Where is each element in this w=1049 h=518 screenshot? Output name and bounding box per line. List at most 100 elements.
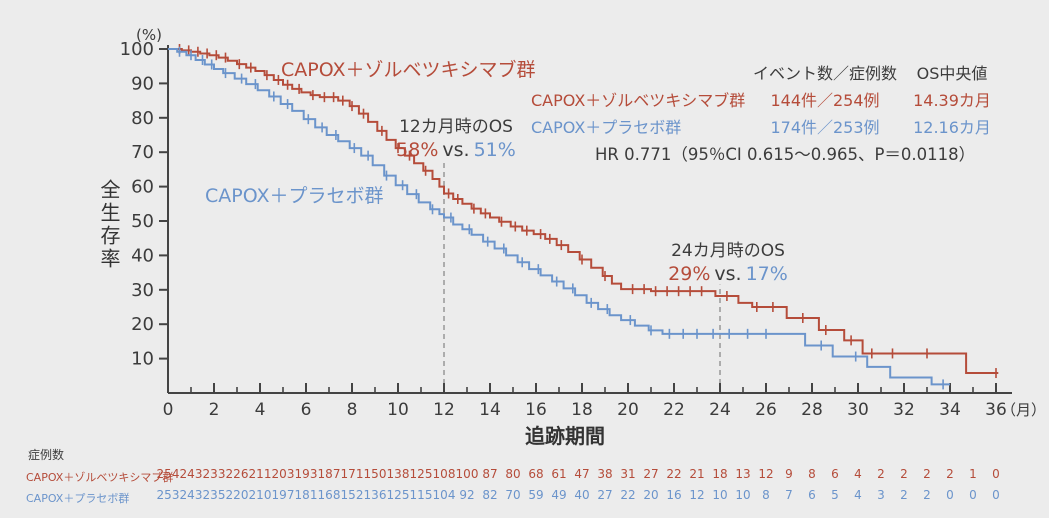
risk-count: 168 [317, 488, 341, 502]
risk-count: 40 [574, 488, 590, 502]
risk-count: 6 [831, 467, 839, 481]
risk-count: 226 [225, 467, 249, 481]
y-tick-label: 60 [131, 177, 154, 198]
hr-stats-line: HR 0.771（95％CI 0.615～0.965、P＝0.0118） [595, 145, 976, 164]
risk-count: 31 [620, 467, 636, 481]
legend-row-zolbetuximab-events: 144件／254例 [770, 91, 880, 110]
risk-count: 80 [505, 467, 521, 481]
x-tick-label: 26 [755, 400, 777, 420]
risk-count: 92 [459, 488, 475, 502]
x-tick-label: 14 [479, 400, 501, 420]
risk-count: 12 [758, 467, 774, 481]
risk-count: 4 [854, 488, 862, 502]
risk-count: 187 [317, 467, 341, 481]
x-tick-label: 16 [525, 400, 547, 420]
risk-count: 2 [877, 467, 885, 481]
y-tick-label: 10 [131, 349, 154, 370]
y-tick-label: 50 [131, 211, 154, 232]
annotation-12month-values: 58% vs. 51% [394, 139, 518, 161]
risk-count: 7 [785, 488, 793, 502]
y-tick-label: 20 [131, 314, 154, 335]
risk-count: 136 [363, 488, 387, 502]
risk-count: 2 [923, 488, 931, 502]
risk-count: 220 [225, 488, 249, 502]
risk-values-placebo: 253 243 235 220 210 197 181 168 152 136 125 115 104 9… [0, 488, 1049, 502]
curve-label-zolbetuximab: CAPOX＋ゾルベツキシマブ群 [281, 59, 536, 81]
risk-count: 0 [992, 488, 1000, 502]
legend-median-header: OS中央値 [916, 64, 988, 83]
os-24mo-zolbetuximab: 29% [668, 263, 711, 285]
y-axis-title: 全生存率 [97, 179, 121, 271]
risk-row-placebo-label: CAPOX＋プラセボ群 [26, 492, 130, 505]
risk-count: 152 [340, 488, 364, 502]
risk-count: 3 [877, 488, 885, 502]
risk-count: 22 [666, 467, 682, 481]
risk-count: 87 [482, 467, 498, 481]
risk-count: 125 [386, 488, 410, 502]
legend-row-placebo-events: 174件／253例 [770, 118, 880, 137]
x-tick-label: 18 [571, 400, 593, 420]
x-tick-label: 34 [939, 400, 961, 420]
risk-count: 5 [831, 488, 839, 502]
x-tick-label: 6 [301, 400, 312, 420]
risk-count: 203 [271, 467, 295, 481]
risk-count: 38 [597, 467, 613, 481]
risk-count: 104 [432, 488, 456, 502]
legend-row-zolbetuximab-label: CAPOX＋ゾルベツキシマブ群 [531, 91, 746, 110]
vs-text: vs. [714, 263, 742, 285]
x-tick-label: 0 [163, 400, 174, 420]
legend-table: イベント数／症例数 OS中央値 CAPOX＋ゾルベツキシマブ群 144件／254… [531, 60, 1003, 138]
y-tick-label: 70 [131, 142, 154, 163]
x-tick-label: 2 [209, 400, 220, 420]
risk-row-zolbetuximab-label: CAPOX＋ゾルベツキシマブ群 [26, 471, 174, 484]
risk-values-zolbetuximab: 254 243 233 226 211 203 193 187 171 150 138 125 108 1… [0, 467, 1049, 481]
risk-count: 233 [202, 467, 226, 481]
risk-count: 20 [643, 488, 659, 502]
km-curve-zolbetuximab [168, 48, 999, 375]
risk-count: 115 [409, 488, 433, 502]
risk-count: 8 [808, 467, 816, 481]
y-tick-label: 30 [131, 280, 154, 301]
risk-count: 21 [689, 467, 705, 481]
risk-count: 59 [528, 488, 544, 502]
legend-events-header: イベント数／症例数 [752, 64, 897, 83]
x-tick-label: 20 [617, 400, 639, 420]
annotation-24month-title: 24カ月時のOS [671, 241, 785, 261]
risk-count: 70 [505, 488, 521, 502]
legend-row-zolbetuximab-median: 14.39カ月 [913, 91, 991, 110]
legend-row-placebo-label: CAPOX＋プラセボ群 [531, 118, 682, 137]
risk-count: 0 [992, 467, 1000, 481]
risk-count: 0 [946, 488, 954, 502]
y-axis-unit: (%) [136, 26, 162, 44]
annotation-12month-title: 12カ月時のOS [399, 117, 513, 137]
y-tick-label: 80 [131, 108, 154, 129]
y-tick-label: 40 [131, 245, 154, 266]
risk-count: 47 [574, 467, 590, 481]
risk-count: 210 [248, 488, 272, 502]
risk-count: 8 [762, 488, 770, 502]
x-tick-label: 28 [801, 400, 823, 420]
risk-count: 82 [482, 488, 498, 502]
risk-count: 10 [735, 488, 751, 502]
risk-count: 61 [551, 467, 567, 481]
x-tick-label: 8 [347, 400, 358, 420]
x-axis-title: 追跡期間 [525, 424, 605, 448]
risk-count: 197 [271, 488, 295, 502]
x-tick-label: 10 [387, 400, 409, 420]
x-tick-label: 22 [663, 400, 685, 420]
x-tick-label: 32 [893, 400, 915, 420]
risk-count: 16 [666, 488, 682, 502]
risk-count: 0 [969, 488, 977, 502]
annotation-12month: 12カ月時のOS 58% vs. 51% [394, 112, 518, 161]
risk-count: 12 [689, 488, 705, 502]
risk-count: 2 [900, 467, 908, 481]
risk-count: 1 [969, 467, 977, 481]
risk-count: 243 [179, 467, 203, 481]
risk-count: 125 [409, 467, 433, 481]
risk-count: 181 [294, 488, 318, 502]
annotation-24month-values: 29% vs. 17% [666, 263, 790, 285]
risk-count: 68 [528, 467, 544, 481]
risk-count: 2 [900, 488, 908, 502]
risk-count: 150 [363, 467, 387, 481]
